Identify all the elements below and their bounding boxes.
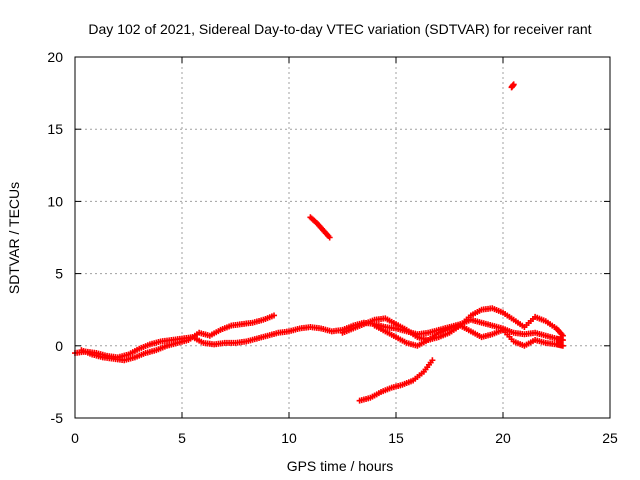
y-tick-label: -5 xyxy=(51,410,64,426)
x-tick-label: 15 xyxy=(388,430,404,446)
y-tick-label: 20 xyxy=(47,49,63,65)
series-track-e xyxy=(356,357,436,404)
x-tick-label: 0 xyxy=(71,430,79,446)
y-tick-label: 15 xyxy=(47,121,63,137)
x-tick-label: 20 xyxy=(495,430,511,446)
x-axis-label: GPS time / hours xyxy=(287,458,394,474)
data-point xyxy=(326,234,333,241)
x-tick-label: 5 xyxy=(178,430,186,446)
chart-title: Day 102 of 2021, Sidereal Day-to-day VTE… xyxy=(88,21,591,37)
series-track-c xyxy=(339,305,566,344)
data-point xyxy=(510,81,517,88)
data-layer xyxy=(72,81,566,404)
data-point xyxy=(271,312,278,319)
plot-frame xyxy=(74,56,611,419)
series-track-g xyxy=(508,81,517,91)
ticks: 0 5 10 15 20 25 -5 0 5 10 15 20 xyxy=(47,49,618,446)
series-track-d xyxy=(371,322,566,349)
data-point xyxy=(559,342,566,349)
x-tick-label: 25 xyxy=(602,430,618,446)
y-tick-label: 5 xyxy=(55,266,63,282)
data-point xyxy=(559,332,566,339)
y-tick-label: 10 xyxy=(47,193,63,209)
y-tick-label: 0 xyxy=(55,338,63,354)
x-tick-label: 10 xyxy=(281,430,297,446)
series-track-f xyxy=(307,214,333,241)
y-axis-label: SDTVAR / TECUs xyxy=(6,182,22,294)
data-point xyxy=(429,357,436,364)
series-track-b xyxy=(78,312,278,364)
